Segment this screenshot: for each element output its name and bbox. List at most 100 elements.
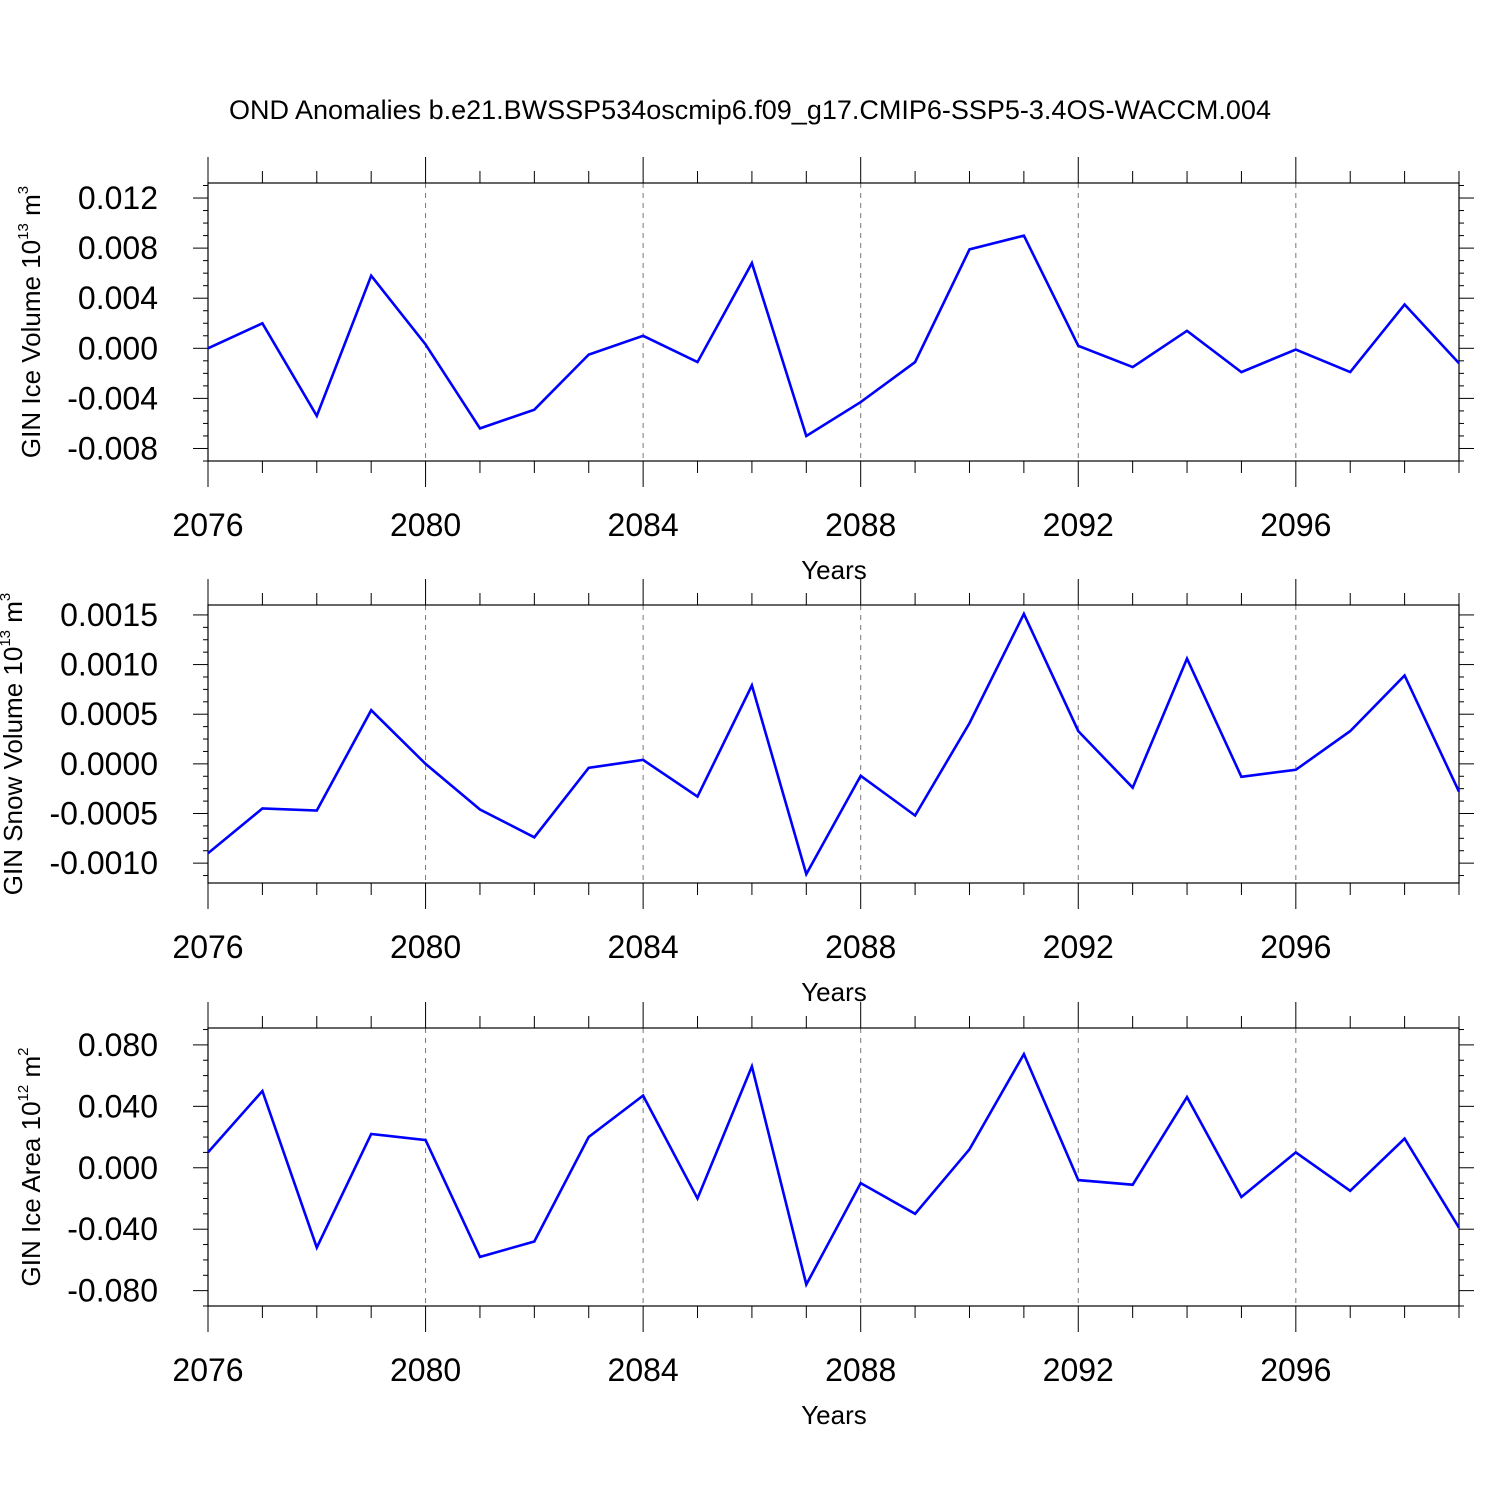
y-tick-label: 0.040: [78, 1088, 158, 1124]
y-axis-label-unit-exp: 2: [15, 1048, 32, 1056]
x-tick-label: 2088: [825, 507, 896, 543]
data-point: [369, 708, 373, 712]
data-point: [369, 1132, 373, 1136]
data-point: [260, 321, 264, 325]
data-point: [641, 1094, 645, 1098]
y-axis-label-text: GIN Ice Area 10: [16, 1101, 46, 1286]
y-tick-label: 0.000: [78, 1150, 158, 1186]
data-point: [1403, 302, 1407, 306]
data-point: [1076, 729, 1080, 733]
data-point: [750, 261, 754, 265]
data-point: [1239, 775, 1243, 779]
data-point: [1348, 1189, 1352, 1193]
data-point: [859, 774, 863, 778]
data-point: [1185, 657, 1189, 661]
y-tick-label: 0.0010: [60, 647, 158, 683]
x-tick-label: 2084: [608, 929, 679, 965]
x-axis-label: Years: [801, 977, 867, 1007]
data-point: [1131, 1183, 1135, 1187]
plot-frame: [207, 182, 1460, 462]
y-axis-label-text: GIN Ice Volume 10: [16, 240, 46, 458]
data-point: [750, 683, 754, 687]
x-tick-label: 2080: [390, 507, 461, 543]
data-point: [369, 274, 373, 278]
y-tick-label: -0.080: [67, 1273, 158, 1309]
panels: 2076 2080 2084 2088 2092 2096 Years 0.012 0.008 0…: [0, 157, 1474, 1430]
x-tick-label: 2096: [1260, 507, 1331, 543]
data-point: [1022, 1052, 1026, 1056]
data-point: [696, 1196, 700, 1200]
data-point: [1131, 365, 1135, 369]
data-point: [804, 872, 808, 876]
data-point: [1403, 1137, 1407, 1141]
data-point: [859, 400, 863, 404]
y-tick-label: 0.012: [78, 180, 158, 216]
panel-2: 2076 2080 2084 2088 2092 2096 Years 0.0015 0.001…: [0, 579, 1474, 1007]
x-tick-label: 2084: [608, 1352, 679, 1388]
data-point: [696, 360, 700, 364]
y-axis-label-text: GIN Snow Volume 10: [0, 647, 28, 896]
data-point: [1403, 673, 1407, 677]
data-point: [1457, 361, 1461, 365]
series-line: [207, 1051, 1461, 1289]
data-point: [1457, 1226, 1461, 1230]
y-axis-label-unit-exp: 3: [0, 593, 14, 601]
data-point: [1239, 370, 1243, 374]
y-axis-label: GIN Snow Volume 1013 m3: [0, 593, 28, 896]
data-point: [1239, 1195, 1243, 1199]
data-point: [424, 343, 428, 347]
y-axis-label-exp: 13: [15, 223, 32, 240]
data-point: [1022, 234, 1026, 238]
plot-frame: [207, 1027, 1460, 1307]
data-point: [260, 807, 264, 811]
data-point: [1185, 1095, 1189, 1099]
data-point: [478, 1255, 482, 1259]
data-point: [750, 1064, 754, 1068]
y-tick-label: 0.0015: [60, 597, 158, 633]
data-point: [967, 247, 971, 251]
data-point: [1022, 612, 1026, 616]
data-point: [478, 808, 482, 812]
x-tick-label: 2096: [1260, 929, 1331, 965]
y-tick-label: -0.040: [67, 1211, 158, 1247]
data-point: [206, 851, 210, 855]
x-tick-label: 2096: [1260, 1352, 1331, 1388]
y-tick-label: 0.000: [78, 330, 158, 366]
x-tick-label: 2088: [825, 1352, 896, 1388]
data-point: [967, 1147, 971, 1151]
y-tick-label: -0.0005: [49, 796, 158, 832]
data-point: [532, 1239, 536, 1243]
y-tick-label: 0.0005: [60, 696, 158, 732]
plot-frame: [207, 604, 1460, 884]
data-point: [315, 414, 319, 418]
y-tick-label: -0.008: [67, 430, 158, 466]
data-point: [967, 721, 971, 725]
x-tick-label: 2092: [1043, 507, 1114, 543]
x-tick-label: 2092: [1043, 1352, 1114, 1388]
y-tick-label: 0.0000: [60, 746, 158, 782]
data-point: [587, 353, 591, 357]
data-point: [315, 1246, 319, 1250]
data-point: [1185, 329, 1189, 333]
data-point: [532, 408, 536, 412]
y-axis-label-exp: 13: [0, 630, 14, 647]
y-axis-label-exp: 12: [15, 1085, 32, 1102]
data-point: [804, 1282, 808, 1286]
y-tick-label: 0.080: [78, 1027, 158, 1063]
data-point: [424, 762, 428, 766]
data-point: [587, 1135, 591, 1139]
y-axis-label: GIN Ice Area 1012 m2: [15, 1048, 46, 1287]
y-axis-label-unit: m: [16, 1056, 46, 1085]
data-point: [478, 426, 482, 430]
data-point: [1131, 786, 1135, 790]
data-point: [587, 766, 591, 770]
data-point: [1348, 729, 1352, 733]
y-axis-label-unit-exp: 3: [15, 186, 32, 194]
series-line: [207, 234, 1460, 438]
x-axis-label: Years: [801, 1400, 867, 1430]
data-point: [1457, 790, 1461, 794]
data-point: [1294, 1150, 1298, 1154]
data-point: [1294, 348, 1298, 352]
data-point: [206, 1150, 210, 1154]
